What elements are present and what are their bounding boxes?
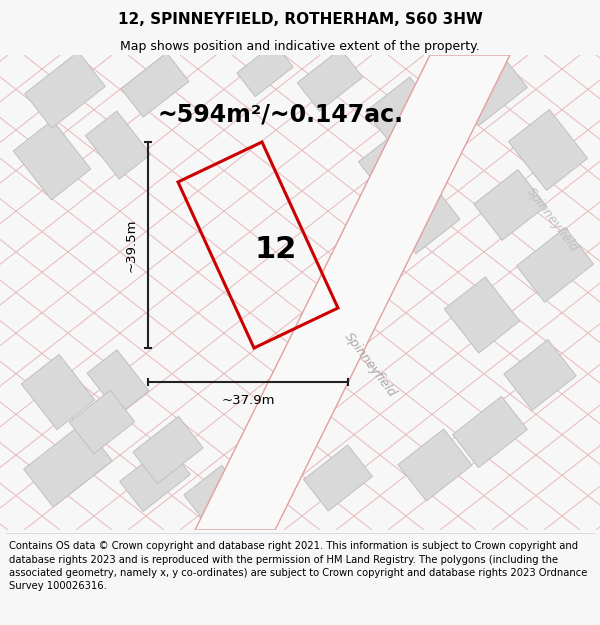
Polygon shape xyxy=(398,429,472,501)
Polygon shape xyxy=(133,416,203,484)
Polygon shape xyxy=(444,277,520,353)
Text: 12: 12 xyxy=(255,236,297,264)
Polygon shape xyxy=(21,354,95,429)
Text: Map shows position and indicative extent of the property.: Map shows position and indicative extent… xyxy=(120,39,480,52)
Polygon shape xyxy=(184,466,240,519)
Polygon shape xyxy=(365,77,434,143)
Text: 12, SPINNEYFIELD, ROTHERHAM, S60 3HW: 12, SPINNEYFIELD, ROTHERHAM, S60 3HW xyxy=(118,12,482,27)
Polygon shape xyxy=(452,396,527,468)
Polygon shape xyxy=(297,49,363,111)
Text: Spinneyfield: Spinneyfield xyxy=(524,185,580,255)
Polygon shape xyxy=(69,390,135,454)
Polygon shape xyxy=(508,109,587,191)
Polygon shape xyxy=(474,169,546,241)
Text: ~37.9m: ~37.9m xyxy=(221,394,275,407)
Polygon shape xyxy=(87,350,149,414)
Polygon shape xyxy=(452,54,527,126)
Polygon shape xyxy=(358,130,422,190)
Polygon shape xyxy=(85,111,151,179)
Polygon shape xyxy=(237,43,293,97)
Polygon shape xyxy=(304,445,373,511)
Text: ~39.5m: ~39.5m xyxy=(125,218,138,272)
Polygon shape xyxy=(25,52,106,128)
Polygon shape xyxy=(121,53,189,117)
Polygon shape xyxy=(119,444,190,511)
Polygon shape xyxy=(195,55,510,530)
Polygon shape xyxy=(390,186,460,254)
Polygon shape xyxy=(504,339,576,411)
Polygon shape xyxy=(517,228,593,302)
Text: ~594m²/~0.147ac.: ~594m²/~0.147ac. xyxy=(157,103,403,127)
Polygon shape xyxy=(13,120,91,200)
Polygon shape xyxy=(23,423,112,507)
Text: Spinneyfield: Spinneyfield xyxy=(341,330,398,400)
Text: Contains OS data © Crown copyright and database right 2021. This information is : Contains OS data © Crown copyright and d… xyxy=(9,541,587,591)
